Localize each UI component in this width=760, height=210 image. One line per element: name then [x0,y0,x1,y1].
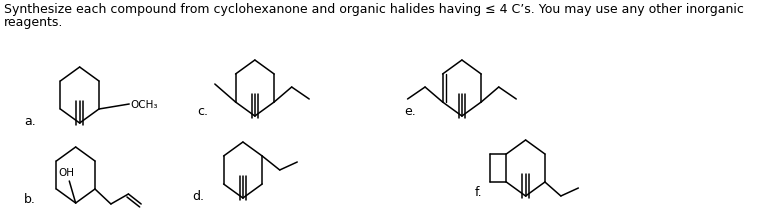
Text: b.: b. [24,193,36,206]
Text: Synthesize each compound from cyclohexanone and organic halides having ≤ 4 C’s. : Synthesize each compound from cyclohexan… [4,3,744,16]
Text: OH: OH [58,168,74,178]
Text: f.: f. [475,186,483,199]
Text: d.: d. [193,190,204,203]
Text: e.: e. [404,105,416,118]
Text: reagents.: reagents. [4,16,63,29]
Text: c.: c. [198,105,208,118]
Text: OCH₃: OCH₃ [131,100,158,110]
Text: a.: a. [24,115,36,128]
